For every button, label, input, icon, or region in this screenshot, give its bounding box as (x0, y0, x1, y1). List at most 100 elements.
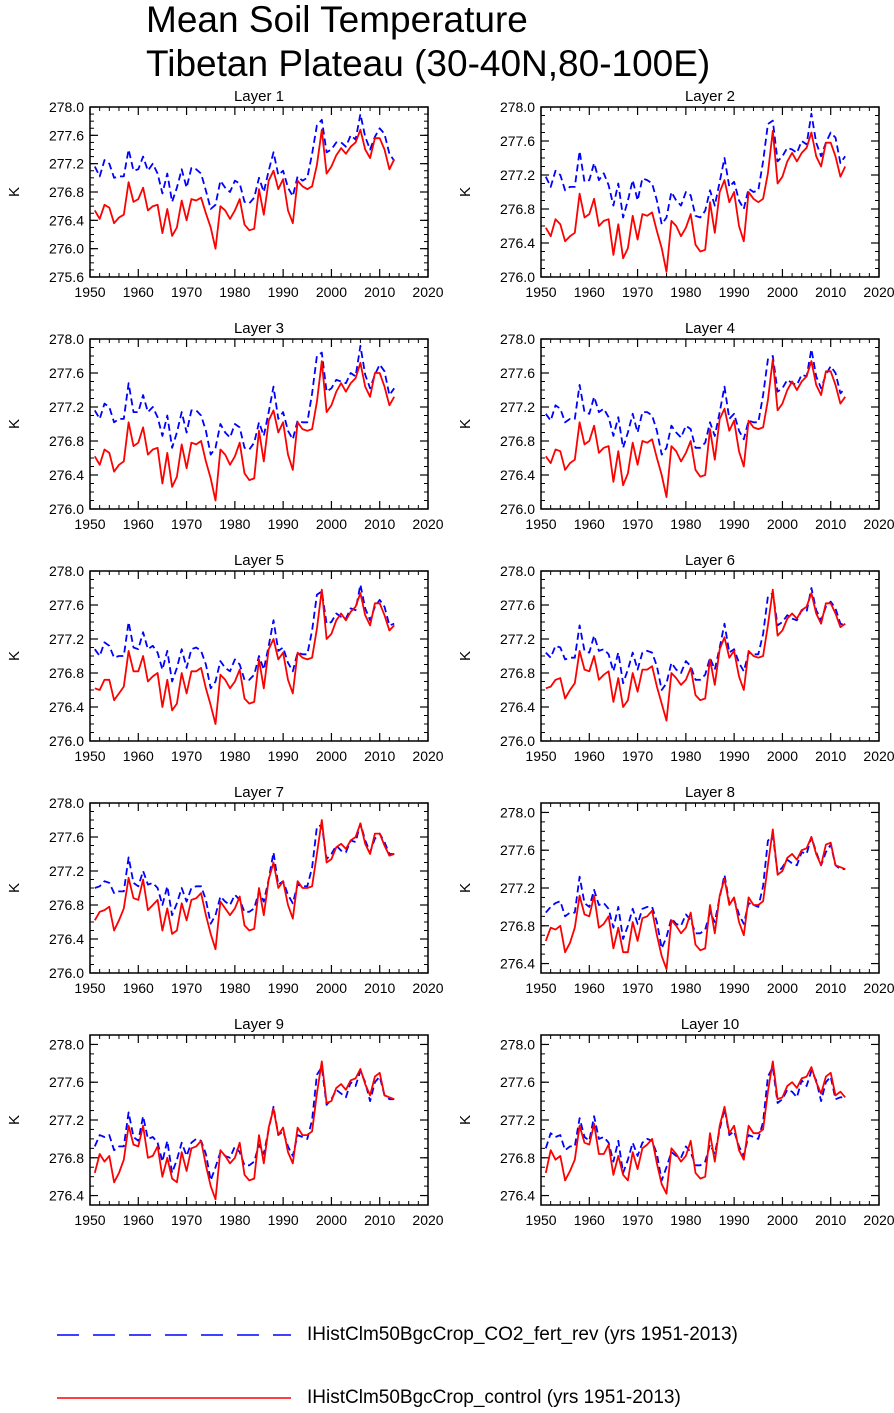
y-tick-label: 276.4 (49, 1188, 84, 1204)
x-tick-label: 2000 (316, 284, 347, 300)
x-tick-label: 1980 (670, 284, 701, 300)
y-tick-label: 277.2 (49, 631, 84, 647)
panel-layer-2: Layer 2 K 1950 1960 1970 1980 1990 2000 2010 2020… (457, 88, 894, 300)
y-tick-label: 276.0 (49, 501, 84, 517)
plot-frame (89, 1034, 429, 1206)
panel-title: Layer 5 (234, 552, 284, 569)
x-tick-label: 2020 (412, 1212, 443, 1228)
panel-title: Layer 1 (234, 88, 284, 105)
y-tick-label: 277.6 (500, 365, 535, 381)
y-axis-label: K (457, 651, 474, 661)
y-tick-label: 277.6 (500, 842, 535, 858)
series-line-co2-fert-rev (544, 112, 846, 226)
y-tick-label: 278.0 (49, 99, 84, 115)
x-tick-label: 1960 (123, 516, 154, 532)
y-tick-label: 276.0 (500, 501, 535, 517)
x-tick-label: 1950 (74, 980, 105, 996)
series-line-co2-fert-rev (94, 583, 395, 690)
x-tick-label: 1950 (525, 1212, 556, 1228)
y-tick-label: 278.0 (500, 99, 535, 115)
y-tick-label: 277.2 (500, 399, 535, 415)
x-tick-label: 2000 (316, 1212, 347, 1228)
series-line-control (94, 588, 395, 725)
x-tick-label: 1950 (74, 1212, 105, 1228)
series-line-control (94, 128, 396, 250)
x-tick-label: 1950 (525, 516, 556, 532)
x-tick-label: 1960 (574, 284, 605, 300)
y-tick-label: 277.2 (500, 167, 535, 183)
plot-frame (540, 802, 880, 974)
y-tick-label: 276.4 (500, 467, 535, 483)
x-tick-label: 1970 (171, 516, 202, 532)
plot-frame (540, 1034, 880, 1206)
x-tick-label: 1980 (219, 516, 250, 532)
y-tick-label: 278.0 (500, 804, 535, 820)
x-tick-label: 2010 (815, 748, 846, 764)
x-tick-label: 1970 (171, 284, 202, 300)
x-tick-label: 1950 (525, 284, 556, 300)
y-tick-label: 276.8 (49, 897, 84, 913)
y-tick-label: 278.0 (500, 563, 535, 579)
y-tick-label: 277.6 (500, 133, 535, 149)
y-tick-label: 277.2 (500, 631, 535, 647)
legend-swatch-control (57, 1397, 291, 1399)
legend-entry-control: IHistClm50BgcCrop_control (yrs 1951-2013… (55, 1383, 855, 1413)
x-tick-label: 2000 (316, 516, 347, 532)
y-tick-label: 277.2 (49, 399, 84, 415)
x-tick-label: 1990 (268, 980, 299, 996)
panel-title: Layer 8 (685, 784, 735, 801)
x-tick-label: 2000 (316, 980, 347, 996)
y-tick-label: 277.6 (49, 365, 84, 381)
series-line-control (545, 588, 846, 722)
y-tick-label: 277.6 (500, 1074, 535, 1090)
x-tick-label: 1960 (574, 980, 605, 996)
figure-subtitle: Tibetan Plateau (30-40N,80-100E) (146, 43, 711, 84)
legend-label-co2: IHistClm50BgcCrop_CO2_fert_rev (yrs 1951… (307, 1324, 738, 1345)
y-tick-label: 277.2 (500, 1112, 535, 1128)
x-tick-label: 1990 (268, 748, 299, 764)
x-tick-label: 1950 (74, 748, 105, 764)
series-line-control (545, 129, 847, 273)
series-line-co2-fert-rev (93, 1066, 395, 1182)
y-tick-label: 278.0 (500, 1036, 535, 1052)
plot-frame (89, 570, 429, 742)
y-tick-label: 277.6 (500, 597, 535, 613)
x-tick-label: 2020 (863, 748, 894, 764)
y-axis-label: K (6, 1115, 23, 1125)
x-tick-label: 1980 (219, 748, 250, 764)
x-tick-label: 1970 (622, 748, 653, 764)
y-tick-label: 276.8 (49, 665, 84, 681)
x-tick-label: 1970 (622, 1212, 653, 1228)
plot-frame (89, 338, 429, 510)
y-tick-label: 276.4 (49, 467, 84, 483)
x-tick-label: 2020 (863, 980, 894, 996)
y-axis-label: K (457, 187, 474, 197)
x-tick-label: 1960 (123, 980, 154, 996)
y-tick-label: 278.0 (49, 1036, 84, 1052)
x-tick-label: 1960 (123, 1212, 154, 1228)
y-tick-label: 278.0 (49, 331, 84, 347)
y-tick-label: 277.6 (49, 829, 84, 845)
y-tick-label: 276.8 (500, 201, 535, 217)
y-tick-label: 276.4 (500, 235, 535, 251)
y-tick-label: 277.6 (49, 1074, 84, 1090)
x-tick-label: 1970 (622, 284, 653, 300)
x-tick-label: 2010 (364, 516, 395, 532)
x-tick-label: 2010 (364, 748, 395, 764)
y-tick-label: 276.8 (500, 433, 535, 449)
series-line-co2-fert-rev (93, 113, 395, 210)
y-tick-label: 277.2 (49, 863, 84, 879)
panel-title: Layer 3 (234, 320, 284, 337)
panel-layer-9: Layer 9 K 1950 1960 1970 1980 1990 2000 2010 2020… (6, 1016, 444, 1228)
y-axis-label: K (457, 1115, 474, 1125)
x-tick-label: 2010 (364, 284, 395, 300)
x-tick-label: 2000 (767, 748, 798, 764)
plot-frame (540, 570, 880, 742)
series-line-co2-fert-rev (545, 348, 846, 456)
x-tick-label: 1980 (670, 748, 701, 764)
y-axis-label: K (457, 883, 474, 893)
x-tick-label: 1970 (171, 1212, 202, 1228)
x-tick-label: 1960 (574, 1212, 605, 1228)
x-tick-label: 1990 (268, 1212, 299, 1228)
